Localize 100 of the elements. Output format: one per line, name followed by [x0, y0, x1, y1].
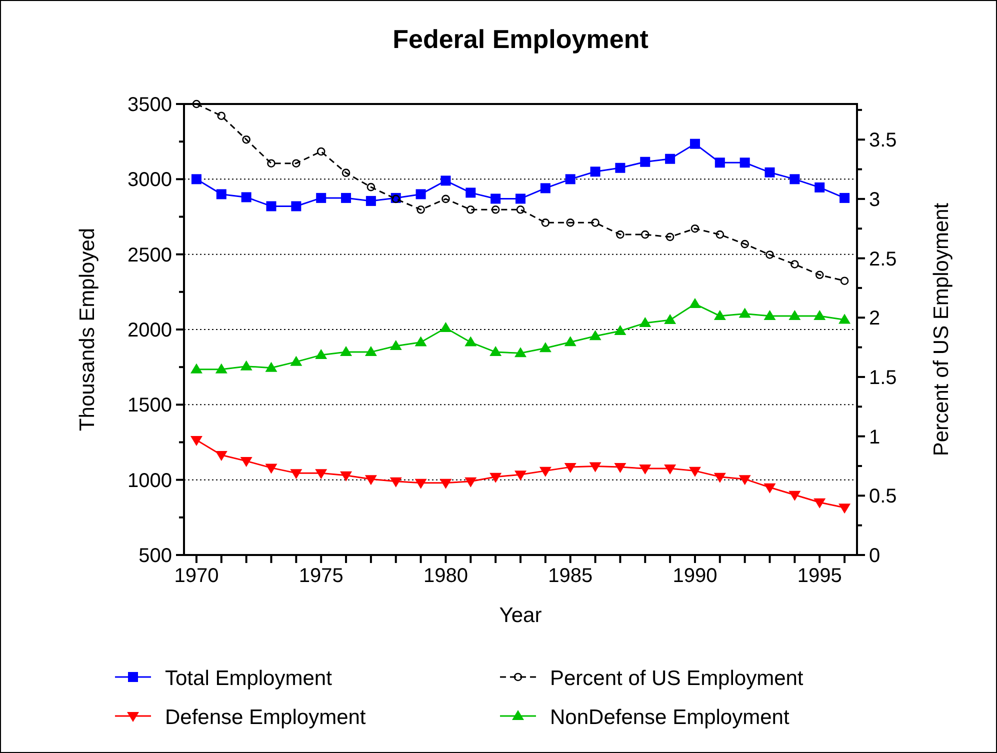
x-tick-label: 1995: [797, 565, 842, 587]
legend-label: NonDefense Employment: [550, 706, 790, 729]
point: [589, 330, 602, 340]
point: [516, 205, 525, 214]
x-tick-label: 1990: [672, 565, 718, 587]
point: [340, 346, 352, 356]
x-tick-label: 1970: [174, 565, 219, 587]
legend-label: Defense Employment: [165, 706, 366, 729]
point: [714, 310, 726, 320]
point: [664, 314, 676, 324]
point: [640, 156, 650, 167]
point: [688, 298, 701, 308]
y2-tick-label: 0: [869, 545, 880, 567]
point: [640, 230, 650, 239]
point: [316, 192, 326, 203]
point: [414, 336, 427, 346]
point: [364, 346, 377, 356]
point: [639, 317, 652, 328]
point: [814, 310, 826, 320]
point: [265, 362, 278, 372]
y2-tick-label: 2.5: [869, 248, 897, 270]
point: [814, 498, 826, 508]
y-axis-title: Thousands Employed: [76, 228, 99, 432]
point: [764, 483, 776, 494]
point: [440, 478, 452, 489]
point: [315, 469, 328, 480]
point: [714, 472, 726, 483]
point: [316, 147, 326, 156]
point: [591, 218, 600, 227]
point: [614, 463, 626, 474]
point: [364, 475, 377, 486]
y-tick-label: 1500: [128, 394, 172, 417]
point: [292, 159, 300, 168]
y-tick-label: 2000: [128, 320, 172, 342]
legend-label: Total Employment: [165, 667, 332, 690]
y2-axis-title: Percent of US Employment: [930, 202, 953, 456]
legend-label: Percent of US Employment: [550, 667, 804, 690]
point: [788, 310, 801, 320]
point: [764, 167, 775, 178]
y-tick-label: 1000: [128, 470, 172, 492]
point: [464, 477, 477, 488]
point: [240, 360, 252, 370]
point: [516, 194, 526, 204]
point: [716, 230, 724, 239]
point: [190, 436, 202, 446]
point: [416, 205, 425, 214]
point: [639, 464, 652, 475]
point: [541, 218, 550, 227]
point: [790, 260, 799, 268]
point: [192, 100, 201, 108]
point: [564, 463, 576, 474]
y2-tick-label: 0.5: [869, 486, 897, 508]
point: [589, 462, 602, 472]
point: [764, 310, 776, 320]
point: [616, 230, 624, 239]
point: [265, 464, 278, 474]
point: [215, 363, 228, 374]
point: [315, 349, 328, 360]
point: [566, 218, 574, 227]
point: [414, 478, 427, 489]
point: [666, 232, 674, 242]
point: [466, 188, 476, 198]
point: [539, 466, 552, 477]
x-tick-label: 1980: [423, 565, 468, 587]
point: [490, 194, 501, 204]
point: [241, 192, 252, 202]
point: [466, 205, 475, 214]
point: [738, 475, 751, 486]
point: [714, 158, 725, 168]
point: [664, 464, 676, 475]
point: [242, 135, 250, 144]
point: [615, 162, 626, 173]
y2-tick-label: 3.5: [869, 130, 897, 152]
y2-tick-label: 2: [869, 308, 880, 330]
point: [740, 158, 750, 168]
point: [766, 250, 774, 259]
point: [614, 325, 626, 336]
point: [838, 314, 851, 324]
point: [539, 342, 552, 352]
point: [514, 470, 526, 481]
point: [840, 192, 850, 203]
point: [240, 457, 252, 468]
point: [790, 174, 800, 184]
point: [366, 196, 376, 206]
point: [342, 168, 350, 177]
point: [341, 192, 352, 203]
y-tick-label: 500: [138, 545, 172, 567]
point: [840, 276, 849, 285]
point: [815, 270, 824, 280]
point: [290, 356, 302, 366]
x-tick-label: 1975: [298, 565, 344, 587]
point: [564, 336, 576, 346]
point: [290, 469, 302, 480]
x-axis-title: Year: [499, 604, 542, 627]
point: [540, 183, 550, 194]
point: [490, 472, 502, 483]
point: [738, 308, 751, 318]
point: [291, 201, 302, 212]
point: [416, 189, 426, 200]
point: [267, 159, 276, 168]
